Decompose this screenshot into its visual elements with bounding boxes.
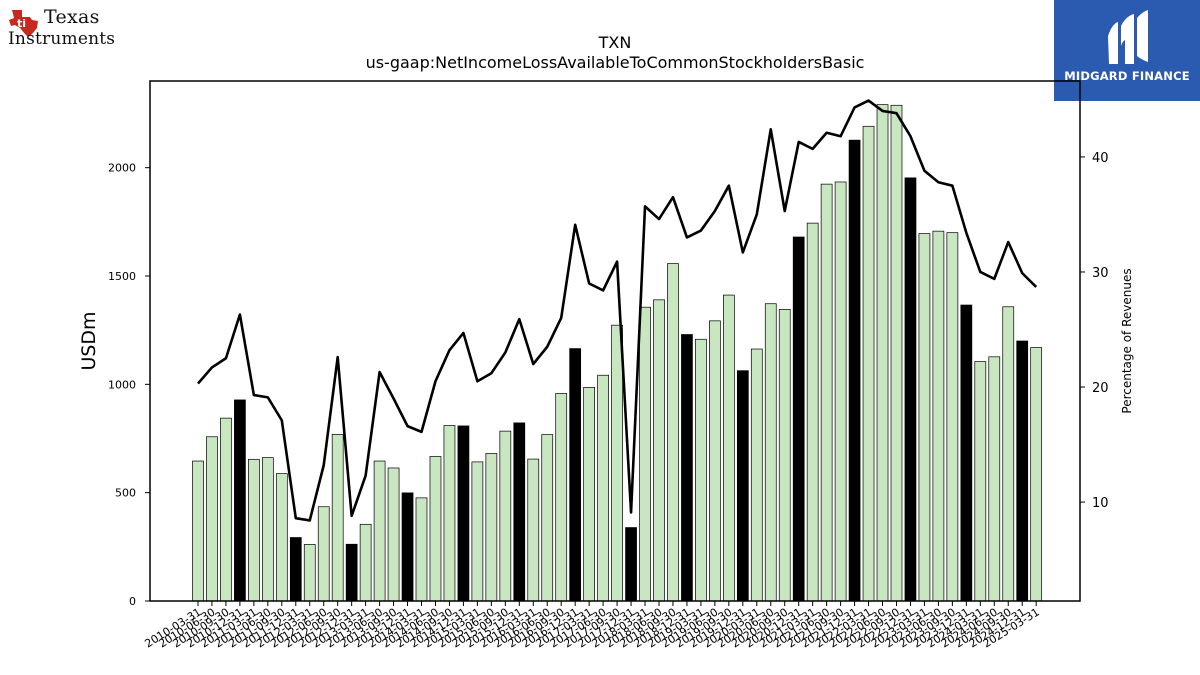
bar [764,303,777,602]
bar [792,236,805,602]
bar [359,523,372,602]
bar [653,299,665,602]
midgard-emblem-icon [1108,10,1148,64]
right-axis-ticks: 10 20 30 40 [1080,151,1109,511]
bar [289,537,302,602]
bar [569,348,582,602]
bar [974,361,987,602]
bar [415,497,428,602]
bar [806,222,819,602]
logo-word-instruments: Instruments [8,29,116,49]
bar [625,527,637,602]
bar [206,436,218,602]
line-series [197,99,1038,522]
bar [988,356,1001,602]
y-tick-label: 0 [129,595,136,608]
bar [946,232,959,602]
x-axis-ticks: 2010-03-312010-06-302010-09-302010-12-31… [142,601,1042,650]
y2-tick-label: 20 [1092,381,1109,396]
bar [611,324,623,602]
bar [401,492,414,602]
bar [583,387,596,602]
bar [597,374,609,602]
bar [513,422,526,602]
bar [1002,306,1015,602]
bar [890,104,903,602]
bar [876,104,889,602]
left-axis-ticks: 0 500 1000 1500 2000 [108,162,150,608]
bar [345,543,358,602]
bar [932,230,945,602]
bar [918,233,931,602]
bar [192,460,204,602]
bar [960,304,973,602]
bar [261,457,274,602]
bar [848,139,861,602]
bar [709,320,721,602]
logo-word-texas: Texas [44,6,100,28]
chart-title: TXN [598,33,632,52]
bar [667,263,679,602]
bar [820,183,833,602]
y2-tick-label: 30 [1092,266,1109,281]
y-tick-label: 1500 [108,270,136,283]
bar [681,334,693,602]
bar [248,458,260,602]
bar [541,434,554,602]
bar [387,467,400,602]
bar [373,460,386,602]
bar-series [192,104,1043,602]
bar [275,473,288,602]
bar [695,338,707,602]
midgard-finance-logo: MIDGARD FINANCE [1054,0,1200,101]
bar [485,453,498,602]
bar [862,125,875,602]
y2-tick-label: 40 [1092,151,1109,166]
bar [750,348,763,602]
bar [1030,347,1043,602]
bar [1016,340,1029,602]
bar [834,181,847,602]
bar [904,177,917,602]
texas-instruments-logo: ti Texas Instruments [6,6,141,54]
midgard-finance-name: MIDGARD FINANCE [1064,69,1190,83]
y-tick-label: 1000 [108,378,136,391]
texas-state-icon: ti [9,10,38,37]
bar [429,456,442,602]
bar [555,393,568,602]
y-tick-label: 500 [115,487,136,500]
y-tick-label: 2000 [108,162,136,175]
bar [471,461,484,602]
bar [722,294,735,602]
bar [331,434,344,602]
svg-text:ti: ti [17,17,26,30]
y2-tick-label: 10 [1092,496,1109,511]
bar [303,544,316,602]
bar [234,399,246,602]
y2-axis-label: Percentage of Revenues [1120,268,1134,413]
bar [639,306,651,602]
percentage-line [197,99,1038,522]
chart-subtitle: us-gaap:NetIncomeLossAvailableToCommonSt… [366,53,865,72]
bar [499,430,512,602]
bar [778,309,791,602]
plot-frame [149,80,1081,602]
bar [457,425,470,602]
bar [220,417,232,602]
bar [317,506,330,602]
y-axis-label: USDm [78,311,100,370]
bar [527,458,540,602]
bar [736,370,749,602]
bar [443,425,456,602]
